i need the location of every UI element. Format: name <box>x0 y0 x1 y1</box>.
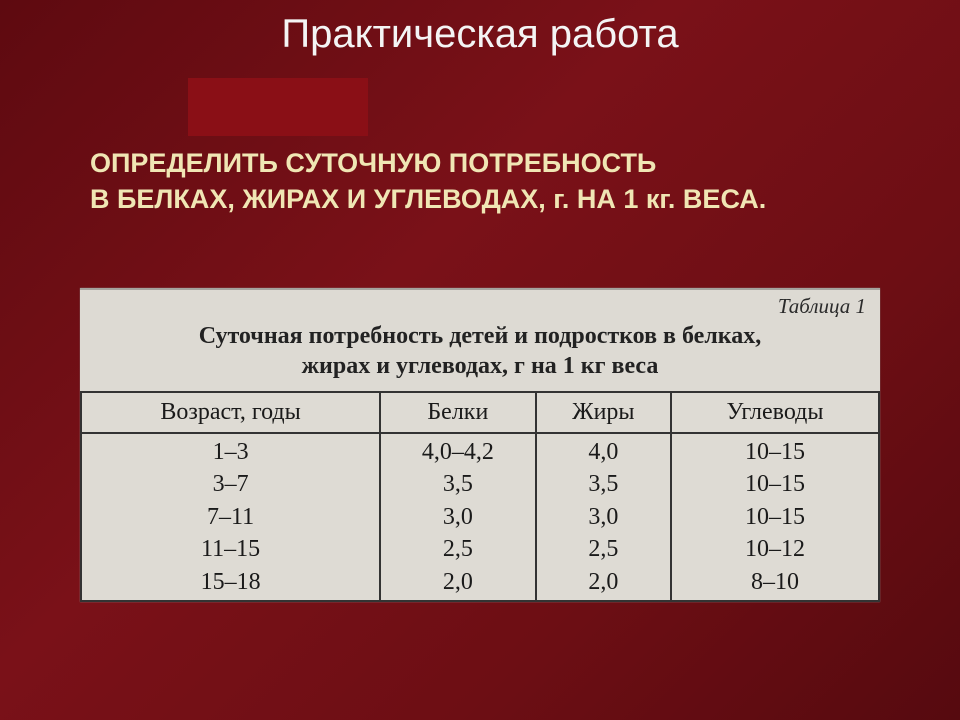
slide-subtitle: ОПРЕДЕЛИТЬ СУТОЧНУЮ ПОТРЕБНОСТЬВ БЕЛКАХ,… <box>90 145 890 218</box>
table-body-row: 1–3 3–7 7–11 11–15 15–18 4,0–4,2 3,5 3,0… <box>81 433 879 601</box>
cell-fat: 4,0 3,5 3,0 2,5 2,0 <box>536 433 671 601</box>
slide: Практическая работа ОПРЕДЕЛИТЬ СУТОЧНУЮ … <box>0 0 960 720</box>
table-header-row: Возраст, годы Белки Жиры Углеводы <box>81 392 879 433</box>
cell-value: 4,0 <box>537 436 670 468</box>
table-container: Таблица 1 Суточная потребность детей и п… <box>80 288 880 602</box>
cell-value: 3–7 <box>82 468 379 500</box>
cell-value: 7–11 <box>82 501 379 533</box>
cell-value: 3,5 <box>537 468 670 500</box>
cell-value: 15–18 <box>82 566 379 598</box>
cell-value: 3,0 <box>381 501 534 533</box>
col-age: Возраст, годы <box>81 392 380 433</box>
cell-age: 1–3 3–7 7–11 11–15 15–18 <box>81 433 380 601</box>
table-caption: Суточная потребность детей и подростков … <box>80 319 880 391</box>
slide-title: Практическая работа <box>0 12 960 57</box>
cell-value: 2,5 <box>537 533 670 565</box>
cell-value: 11–15 <box>82 533 379 565</box>
accent-box <box>188 78 368 136</box>
cell-value: 10–15 <box>672 468 878 500</box>
cell-value: 2,5 <box>381 533 534 565</box>
cell-value: 4,0–4,2 <box>381 436 534 468</box>
col-carbs: Углеводы <box>671 392 879 433</box>
col-protein: Белки <box>380 392 535 433</box>
cell-protein: 4,0–4,2 3,5 3,0 2,5 2,0 <box>380 433 535 601</box>
nutrition-table: Возраст, годы Белки Жиры Углеводы 1–3 3–… <box>80 391 880 602</box>
cell-value: 3,0 <box>537 501 670 533</box>
cell-value: 2,0 <box>381 566 534 598</box>
col-fat: Жиры <box>536 392 671 433</box>
cell-value: 2,0 <box>537 566 670 598</box>
cell-value: 1–3 <box>82 436 379 468</box>
cell-carbs: 10–15 10–15 10–15 10–12 8–10 <box>671 433 879 601</box>
cell-value: 8–10 <box>672 566 878 598</box>
cell-value: 10–12 <box>672 533 878 565</box>
cell-value: 10–15 <box>672 501 878 533</box>
cell-value: 10–15 <box>672 436 878 468</box>
cell-value: 3,5 <box>381 468 534 500</box>
table-label: Таблица 1 <box>80 288 880 319</box>
